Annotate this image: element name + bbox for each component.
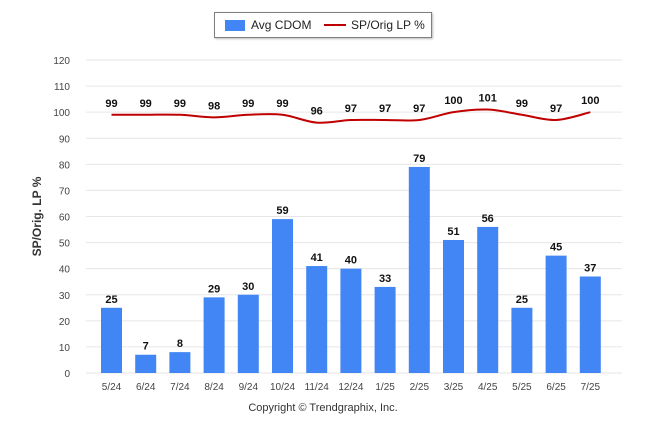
bar-data-label: 40 (345, 255, 357, 267)
x-tick-label: 2/25 (410, 382, 430, 393)
line-data-label: 100 (444, 95, 462, 107)
y-tick-label: 10 (59, 343, 71, 354)
bar (477, 226, 499, 373)
bar-data-label: 7 (143, 341, 149, 353)
bar-data-label: 37 (584, 262, 596, 274)
y-tick-label: 0 (64, 369, 70, 380)
line-data-label: 97 (550, 103, 562, 115)
x-tick-label: 7/25 (581, 382, 601, 393)
line-data-label: 98 (208, 100, 220, 112)
line-data-label: 97 (379, 103, 391, 115)
y-tick-label: 40 (59, 265, 71, 276)
x-tick-label: 8/24 (204, 382, 224, 393)
bar (545, 255, 567, 373)
bar (443, 239, 464, 373)
y-tick-label: 60 (59, 213, 71, 224)
bar (135, 354, 157, 373)
y-axis-label: SP/Orig. LP % (30, 176, 44, 256)
line-series (111, 108, 591, 124)
y-tick-label: 90 (59, 134, 71, 145)
bar-data-label: 59 (276, 205, 288, 217)
x-tick-label: 4/25 (478, 382, 498, 393)
bar-data-label: 56 (482, 213, 494, 225)
x-tick-label: 11/24 (305, 382, 330, 393)
x-tick-label: 3/25 (444, 382, 464, 393)
x-tick-label: 9/24 (239, 382, 259, 393)
chart-legend: Avg CDOM SP/Orig LP % (214, 12, 432, 38)
bar-data-label: 79 (413, 153, 425, 165)
x-tick-label: 5/24 (102, 382, 122, 393)
bar (408, 166, 430, 373)
bar-data-label: 25 (105, 294, 117, 306)
x-tick-label: 12/24 (338, 382, 363, 393)
x-tick-label: 5/25 (512, 382, 532, 393)
bar (306, 266, 328, 373)
bar (101, 307, 122, 373)
legend-bar-swatch (225, 20, 245, 31)
line-data-label: 99 (105, 98, 117, 110)
line-data-label: 97 (345, 103, 357, 115)
bar (579, 276, 601, 373)
bar-data-label: 33 (379, 273, 391, 285)
x-tick-label: 7/24 (170, 382, 190, 393)
line-data-label: 101 (479, 93, 497, 105)
y-tick-label: 80 (59, 160, 71, 171)
bar-data-label: 30 (242, 281, 254, 293)
y-tick-label: 110 (54, 82, 70, 93)
bar (272, 219, 293, 373)
legend-bar-label: Avg CDOM (251, 18, 312, 32)
y-tick-label: 20 (59, 317, 71, 328)
line-data-label: 99 (242, 98, 254, 110)
legend-line-swatch (324, 24, 346, 26)
bar-data-label: 51 (447, 226, 459, 238)
bar-data-label: 41 (311, 252, 323, 264)
line-data-label: 100 (581, 95, 599, 107)
x-tick-label: 6/25 (546, 382, 566, 393)
y-tick-label: 70 (59, 186, 71, 197)
bar-data-label: 25 (516, 294, 528, 306)
line-data-label: 97 (413, 103, 425, 115)
bar (169, 352, 191, 373)
bar (511, 307, 533, 373)
bar-data-label: 8 (177, 338, 183, 350)
bar (374, 286, 396, 373)
line-data-label: 99 (174, 98, 186, 110)
copyright-footer: Copyright © Trendgraphix, Inc. (248, 402, 398, 414)
x-tick-label: 10/24 (270, 382, 295, 393)
y-tick-label: 100 (53, 108, 70, 119)
y-tick-label: 50 (59, 239, 71, 250)
bar-data-label: 29 (208, 283, 220, 295)
x-tick-label: 1/25 (375, 382, 395, 393)
bar-data-label: 45 (550, 242, 562, 254)
bar (237, 294, 259, 373)
x-tick-label: 6/24 (136, 382, 156, 393)
y-tick-label: 120 (53, 56, 70, 67)
line-data-label: 99 (276, 98, 288, 110)
y-tick-label: 30 (59, 291, 71, 302)
bar (340, 268, 362, 373)
legend-line-label: SP/Orig LP % (351, 18, 425, 32)
line-data-label: 99 (516, 98, 528, 110)
bar (203, 297, 225, 373)
line-data-label: 96 (311, 106, 323, 118)
line-data-label: 99 (140, 98, 152, 110)
